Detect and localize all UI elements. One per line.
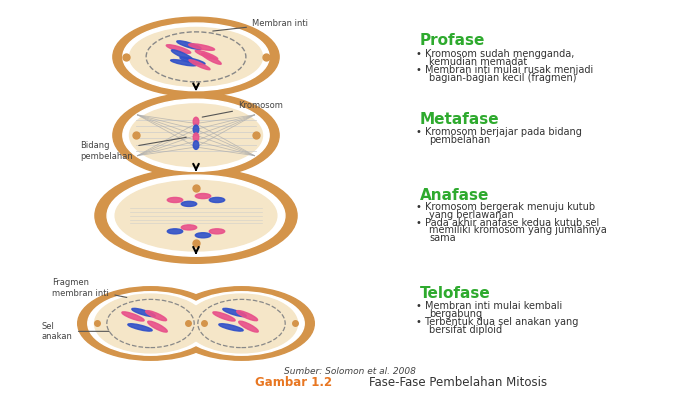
Text: Membran inti: Membran inti bbox=[213, 19, 308, 31]
Ellipse shape bbox=[78, 287, 223, 360]
Ellipse shape bbox=[193, 117, 199, 126]
Text: Gambar 1.2: Gambar 1.2 bbox=[256, 376, 332, 389]
Ellipse shape bbox=[209, 229, 225, 234]
Text: pembelahan: pembelahan bbox=[429, 135, 490, 145]
Ellipse shape bbox=[195, 193, 211, 198]
Text: • Terbentuk dua sel anakan yang: • Terbentuk dua sel anakan yang bbox=[416, 317, 579, 327]
Ellipse shape bbox=[195, 50, 218, 59]
Text: Sumber: Solomon et al. 2008: Sumber: Solomon et al. 2008 bbox=[284, 367, 416, 376]
Ellipse shape bbox=[186, 294, 298, 353]
Ellipse shape bbox=[180, 57, 205, 64]
Ellipse shape bbox=[132, 309, 155, 317]
Ellipse shape bbox=[178, 292, 304, 355]
Ellipse shape bbox=[88, 292, 214, 355]
Text: Fase-Fase Pembelahan Mitosis: Fase-Fase Pembelahan Mitosis bbox=[370, 376, 547, 389]
Ellipse shape bbox=[188, 44, 215, 50]
Ellipse shape bbox=[239, 321, 258, 332]
Ellipse shape bbox=[195, 233, 211, 238]
Ellipse shape bbox=[128, 324, 152, 331]
Text: • Kromosom bergerak menuju kutub: • Kromosom bergerak menuju kutub bbox=[416, 202, 596, 212]
Ellipse shape bbox=[107, 175, 285, 256]
Text: Anafase: Anafase bbox=[420, 188, 489, 203]
Ellipse shape bbox=[167, 197, 183, 202]
Text: yang berlawanan: yang berlawanan bbox=[429, 210, 514, 220]
Text: kemudian memadat: kemudian memadat bbox=[429, 57, 527, 67]
Ellipse shape bbox=[146, 310, 167, 321]
Text: bagian-bagian kecil (fragmen): bagian-bagian kecil (fragmen) bbox=[429, 73, 577, 83]
Ellipse shape bbox=[130, 104, 262, 167]
Ellipse shape bbox=[148, 321, 167, 332]
Text: • Kromosom berjajar pada bidang: • Kromosom berjajar pada bidang bbox=[416, 127, 582, 138]
Ellipse shape bbox=[172, 50, 193, 60]
Ellipse shape bbox=[193, 141, 199, 149]
Text: Sel
anakan: Sel anakan bbox=[42, 321, 109, 341]
Ellipse shape bbox=[113, 93, 279, 178]
Ellipse shape bbox=[189, 60, 210, 70]
Ellipse shape bbox=[177, 41, 201, 50]
Text: bersifat diploid: bersifat diploid bbox=[429, 325, 502, 335]
Ellipse shape bbox=[167, 45, 190, 53]
Text: Profase: Profase bbox=[420, 33, 485, 48]
Ellipse shape bbox=[209, 197, 225, 202]
Ellipse shape bbox=[116, 180, 277, 251]
Ellipse shape bbox=[123, 23, 270, 91]
Text: • Kromosom sudah mengganda,: • Kromosom sudah mengganda, bbox=[416, 49, 575, 59]
Text: Metafase: Metafase bbox=[420, 112, 500, 127]
Ellipse shape bbox=[193, 125, 199, 134]
Ellipse shape bbox=[95, 168, 297, 263]
Ellipse shape bbox=[213, 312, 235, 321]
Ellipse shape bbox=[202, 53, 221, 64]
Text: • Pada akhir anafase kedua kutub sel: • Pada akhir anafase kedua kutub sel bbox=[416, 218, 600, 228]
Text: memiliki kromosom yang jumlahnya: memiliki kromosom yang jumlahnya bbox=[429, 226, 607, 235]
Text: bergabung: bergabung bbox=[429, 309, 482, 319]
Text: • Membran inti mulai rusak menjadi: • Membran inti mulai rusak menjadi bbox=[416, 65, 594, 75]
Text: • Membran inti mulai kembali: • Membran inti mulai kembali bbox=[416, 301, 563, 311]
Ellipse shape bbox=[123, 99, 270, 171]
Ellipse shape bbox=[169, 287, 314, 360]
Text: Fragmen
membran inti: Fragmen membran inti bbox=[52, 279, 127, 298]
Ellipse shape bbox=[122, 312, 144, 321]
Ellipse shape bbox=[94, 294, 206, 353]
Ellipse shape bbox=[171, 60, 196, 66]
Ellipse shape bbox=[219, 324, 243, 331]
Ellipse shape bbox=[130, 28, 262, 86]
Text: Kromosom: Kromosom bbox=[202, 101, 283, 117]
Ellipse shape bbox=[181, 225, 197, 230]
Ellipse shape bbox=[181, 201, 197, 206]
Text: sama: sama bbox=[429, 233, 456, 243]
Ellipse shape bbox=[193, 133, 199, 141]
Ellipse shape bbox=[237, 310, 258, 321]
Text: Telofase: Telofase bbox=[420, 286, 491, 301]
Text: Bidang
pembelahan: Bidang pembelahan bbox=[80, 137, 186, 161]
Ellipse shape bbox=[223, 309, 246, 317]
Ellipse shape bbox=[113, 17, 279, 97]
Ellipse shape bbox=[167, 229, 183, 234]
